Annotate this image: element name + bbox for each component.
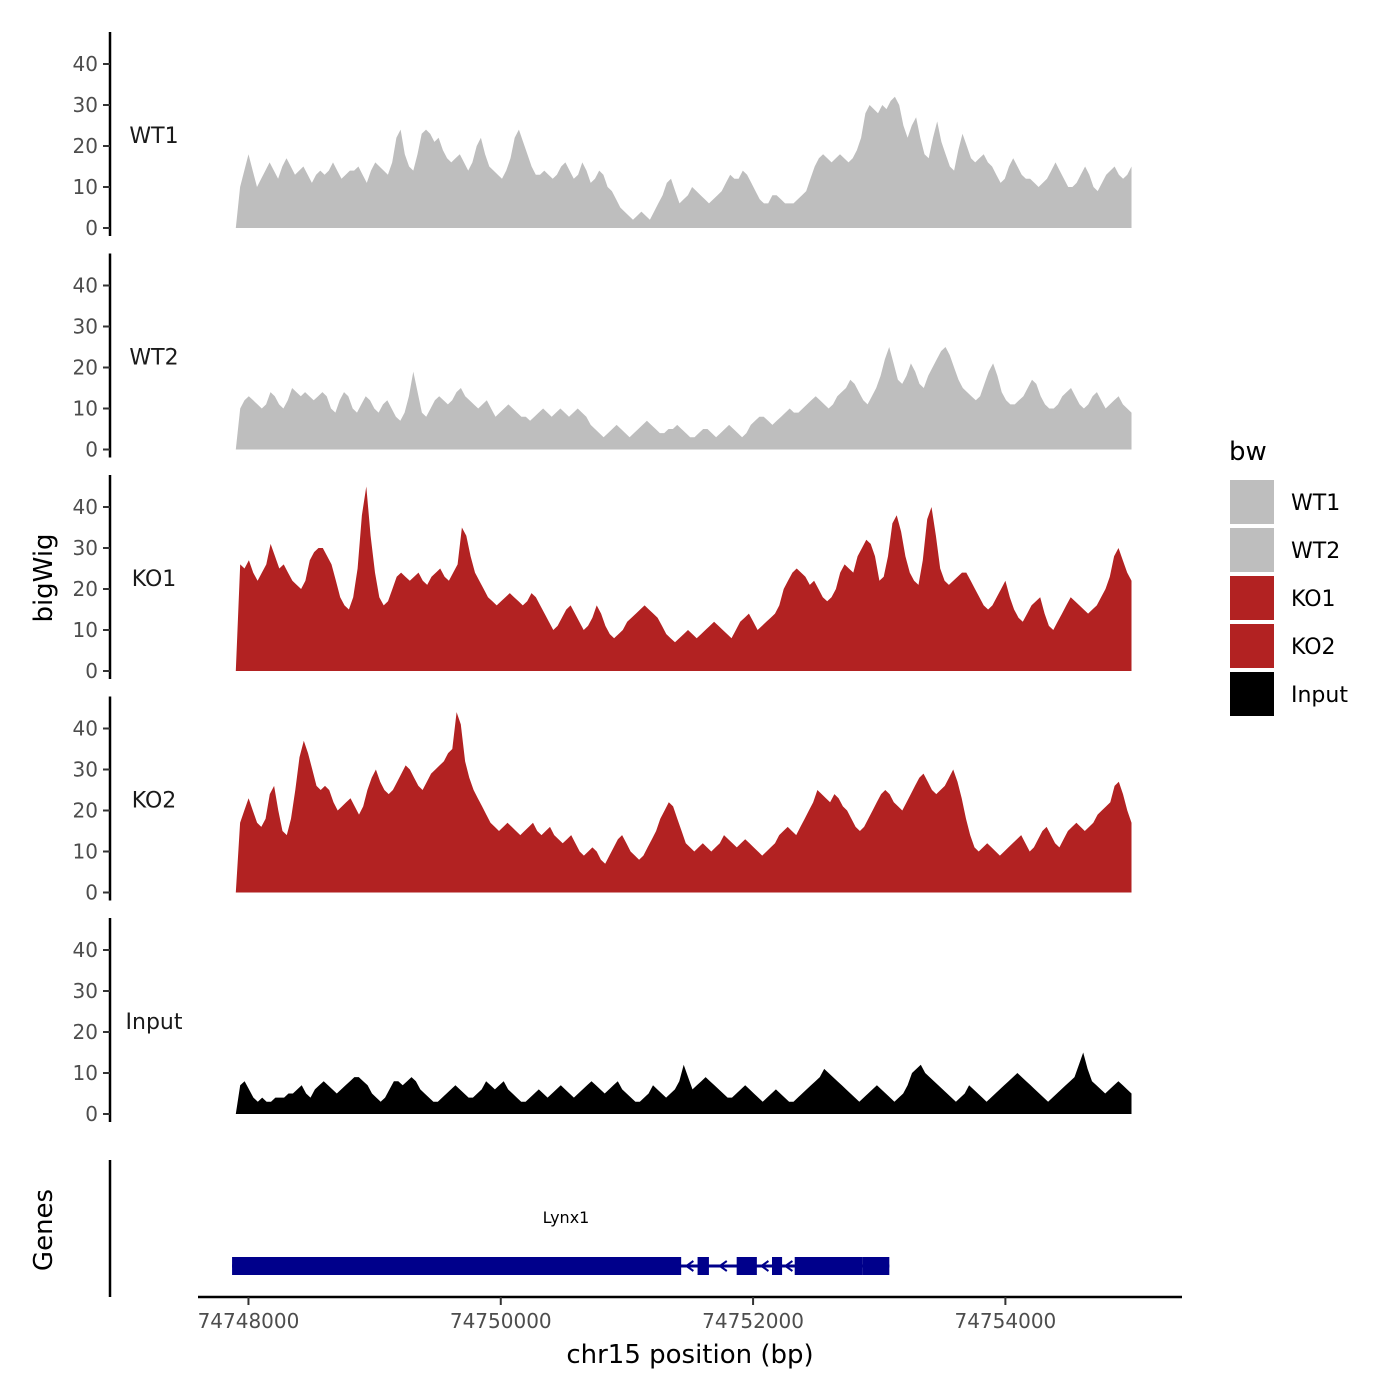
y-tick-label: 0 [85, 216, 98, 240]
y-tick-label: 20 [73, 1020, 98, 1044]
track-label-ko1: KO1 [132, 567, 177, 592]
track-label-ko2: KO2 [132, 789, 177, 814]
legend: bw WT1 WT2 KO1 KO2 Input [1229, 437, 1348, 716]
y-tick-label: 20 [73, 134, 98, 158]
y-tick-label: 30 [73, 315, 98, 339]
legend-swatch-input [1230, 672, 1274, 716]
area-ko2 [235, 712, 1132, 893]
y-tick-label: 40 [73, 495, 98, 519]
y-tick-label: 40 [73, 938, 98, 962]
x-tick-label: 74748000 [198, 1309, 300, 1333]
y-tick-label: 20 [73, 799, 98, 823]
y-tick-label: 30 [73, 979, 98, 1003]
gene-label: Lynx1 [543, 1208, 590, 1227]
y-tick-label: 30 [73, 536, 98, 560]
track-panels: 0 10 20 30 40 WT1 0 10 20 30 40 WT2 0 10 20 30 40 KO1 0 10 2… [73, 32, 1132, 1126]
gene-exon [862, 1257, 890, 1275]
legend-label-input: Input [1291, 683, 1348, 708]
legend-title: bw [1229, 437, 1267, 467]
strand-arrow [718, 1260, 728, 1272]
legend-swatch-wt1 [1230, 480, 1274, 524]
y-tick-label: 10 [73, 397, 98, 421]
y-tick-label: 0 [85, 659, 98, 683]
gene-exon [772, 1257, 783, 1275]
track-input: 0 10 20 30 40 Input [73, 918, 1132, 1126]
track-wt2: 0 10 20 30 40 WT2 [73, 253, 1132, 462]
y-tick-label: 30 [73, 93, 98, 117]
legend-label-wt2: WT2 [1291, 539, 1340, 564]
track-wt1: 0 10 20 30 40 WT1 [73, 32, 1132, 240]
gene-exon [232, 1257, 682, 1275]
y-tick-label: 10 [73, 175, 98, 199]
legend-swatch-ko2 [1230, 624, 1274, 668]
y-tick-label: 40 [73, 274, 98, 298]
gene-exon [697, 1257, 709, 1275]
y-tick-label: 0 [85, 1102, 98, 1126]
gene-exon [794, 1257, 863, 1275]
y-axis-title: bigWig [29, 533, 59, 622]
gene-track-panel: Genes Lynx1 [29, 1160, 890, 1297]
y-tick-label: 10 [73, 840, 98, 864]
area-wt2 [235, 347, 1132, 450]
strand-arrow [759, 1260, 770, 1272]
area-wt1 [235, 96, 1132, 228]
track-label-wt1: WT1 [129, 124, 178, 149]
x-tick-label: 74752000 [702, 1309, 804, 1333]
y-tick-label: 20 [73, 356, 98, 380]
x-axis: 74748000 74750000 74752000 74754000 [198, 1295, 1182, 1333]
track-ko1: 0 10 20 30 40 KO1 [73, 475, 1132, 683]
strand-arrow [783, 1260, 793, 1272]
y-tick-label: 10 [73, 618, 98, 642]
legend-label-wt1: WT1 [1291, 491, 1340, 516]
area-ko1 [235, 486, 1132, 671]
x-axis-title: chr15 position (bp) [566, 1340, 813, 1370]
y-tick-label: 30 [73, 758, 98, 782]
gene-track-title: Genes [29, 1189, 59, 1271]
legend-label-ko2: KO2 [1291, 635, 1336, 660]
y-tick-label: 10 [73, 1061, 98, 1085]
legend-swatch-wt2 [1230, 528, 1274, 572]
gene-lynx1: Lynx1 [232, 1208, 890, 1275]
x-tick-label: 74750000 [450, 1309, 552, 1333]
y-tick-label: 40 [73, 52, 98, 76]
y-tick-label: 0 [85, 881, 98, 905]
y-tick-label: 40 [73, 717, 98, 741]
y-tick-label: 20 [73, 577, 98, 601]
track-ko2: 0 10 20 30 40 KO2 [73, 696, 1132, 905]
gene-exon [736, 1257, 757, 1275]
legend-swatch-ko1 [1230, 576, 1274, 620]
area-input [235, 1052, 1132, 1114]
track-label-wt2: WT2 [129, 346, 178, 371]
y-tick-label: 0 [85, 438, 98, 462]
x-tick-label: 74754000 [954, 1309, 1056, 1333]
legend-label-ko1: KO1 [1291, 587, 1336, 612]
track-label-input: Input [126, 1010, 183, 1035]
strand-arrow [684, 1260, 694, 1272]
